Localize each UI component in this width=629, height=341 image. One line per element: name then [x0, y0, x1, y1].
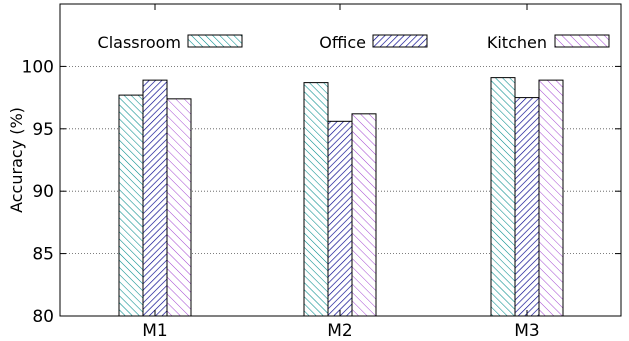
bar-kitchen-m2 [351, 113, 377, 317]
legend-label-classroom: Classroom [98, 33, 181, 52]
y-tick-label: 80 [32, 307, 54, 327]
x-tick-label: M1 [142, 321, 167, 341]
bar-office-m1 [142, 79, 168, 317]
bar-kitchen-m3 [538, 79, 564, 317]
bars [118, 77, 564, 317]
bar-classroom-m1 [118, 94, 144, 317]
bar-classroom-m3 [490, 77, 516, 317]
legend-swatch-kitchen [554, 34, 610, 48]
legend: Classroom Office Kitchen [98, 33, 610, 52]
y-axis-label: Accuracy (%) [7, 107, 26, 213]
y-tick-label: 90 [32, 182, 54, 202]
ticks: 80 85 90 95 100 M1 M2 M3 [22, 4, 621, 341]
y-tick-label: 100 [22, 57, 54, 77]
x-tick-label: M3 [514, 321, 539, 341]
bar-office-m3 [514, 97, 540, 317]
y-tick-label: 95 [32, 120, 54, 140]
legend-label-kitchen: Kitchen [487, 33, 547, 52]
y-tick-label: 85 [32, 245, 54, 265]
bar-classroom-m2 [303, 82, 329, 317]
x-tick-label: M2 [327, 321, 352, 341]
bar-kitchen-m1 [166, 98, 192, 317]
legend-swatch-classroom [187, 34, 243, 48]
legend-swatch-office [372, 34, 428, 48]
legend-label-office: Office [319, 33, 366, 52]
bar-office-m2 [327, 120, 353, 317]
